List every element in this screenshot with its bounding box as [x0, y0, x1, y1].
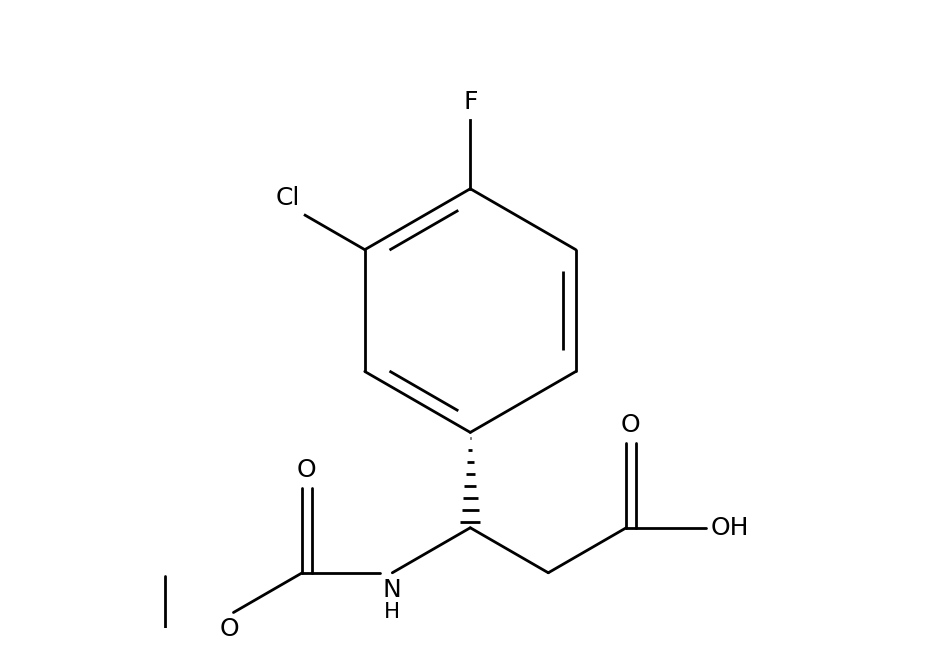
Text: O: O: [297, 457, 316, 481]
Text: N: N: [383, 578, 402, 602]
Text: H: H: [384, 603, 401, 623]
Text: O: O: [620, 413, 641, 437]
Text: O: O: [219, 617, 239, 641]
Text: Cl: Cl: [275, 186, 299, 210]
Text: F: F: [463, 89, 477, 113]
Text: OH: OH: [711, 516, 750, 540]
